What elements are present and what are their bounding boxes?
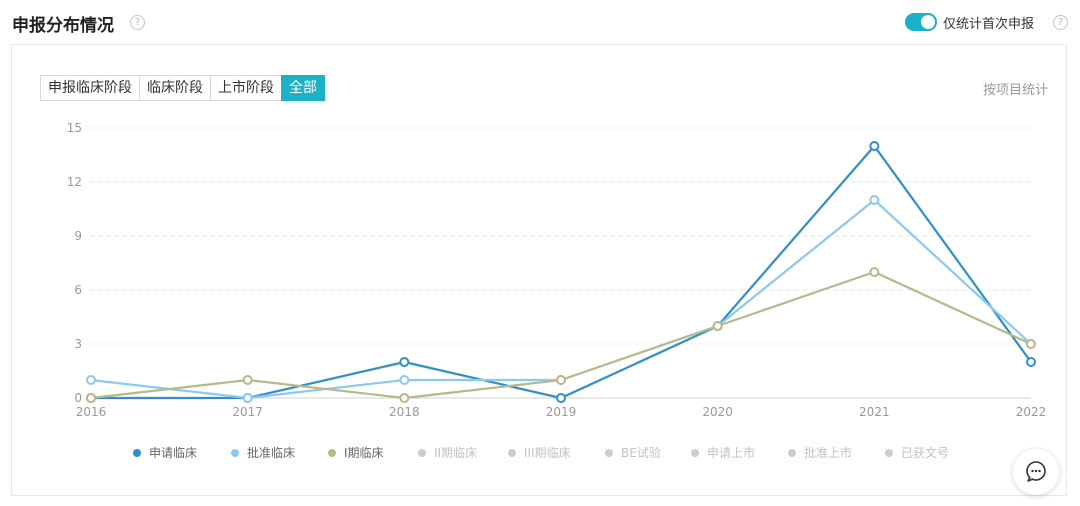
tab-all[interactable]: 全部 <box>281 75 325 101</box>
legend-marker <box>328 449 336 457</box>
legend-item: 批准上市 <box>804 445 852 460</box>
data-point <box>242 375 253 385</box>
stat-mode-label[interactable]: 按项目统计 <box>982 83 1048 98</box>
y-tick-label: 6 <box>74 283 82 297</box>
y-tick-label: 3 <box>74 337 82 351</box>
data-point <box>399 375 410 385</box>
legend-item: III期临床 <box>524 446 571 460</box>
toggle-label: 仅统计首次申报 <box>943 17 1035 32</box>
data-point <box>869 141 880 151</box>
x-tick-label: 2019 <box>546 405 577 419</box>
legend-marker <box>605 449 613 457</box>
y-tick-label: 12 <box>67 175 82 189</box>
series-line <box>91 144 1032 400</box>
chart-panel: 申报临床阶段 临床阶段 上市阶段 全部 按项目统计 <box>11 44 1067 496</box>
tab-clinical[interactable]: 临床阶段 <box>139 75 211 101</box>
legend-marker <box>691 449 699 457</box>
data-point <box>1026 357 1036 367</box>
x-tick-label: 2022 <box>1016 405 1047 419</box>
data-point <box>399 357 410 367</box>
stage-tabs: 申报临床阶段 临床阶段 上市阶段 全部 <box>40 75 325 101</box>
data-point <box>869 195 880 205</box>
legend-marker <box>133 449 141 457</box>
x-tick-label: 2018 <box>389 405 420 419</box>
chat-button[interactable] <box>1013 449 1059 495</box>
data-point <box>399 393 410 403</box>
toggle-knob <box>921 15 935 29</box>
legend-marker <box>885 449 893 457</box>
legend-item: 申请临床 <box>149 446 197 460</box>
legend-item: I期临床 <box>344 446 384 460</box>
y-tick-label: 0 <box>74 391 82 405</box>
help-icon[interactable]: ? <box>130 15 145 30</box>
legend-item: 批准临床 <box>247 445 295 460</box>
data-point <box>86 393 96 403</box>
data-point <box>556 375 566 385</box>
x-tick-label: 2020 <box>702 405 733 419</box>
data-point <box>712 321 723 331</box>
data-point <box>869 267 880 277</box>
toggle-help-icon[interactable]: ? <box>1053 15 1068 30</box>
legend-marker <box>788 449 796 457</box>
tab-declare-clinical[interactable]: 申报临床阶段 <box>40 75 140 101</box>
y-tick-label: 15 <box>67 121 82 135</box>
series-line <box>90 198 1032 400</box>
legend-item: II期临床 <box>434 446 477 460</box>
data-point <box>1026 339 1036 349</box>
section-header: 申报分布情况 ? 仅统计首次申报 ? <box>0 0 1080 44</box>
section-title: 申报分布情况 <box>12 16 114 36</box>
x-tick-label: 2016 <box>76 405 107 419</box>
legend-item: BE试验 <box>621 445 661 460</box>
first-declaration-toggle[interactable] <box>905 13 937 31</box>
legend-marker <box>231 449 239 457</box>
x-tick-label: 2017 <box>232 405 263 419</box>
chat-bubble-icon <box>1026 461 1046 482</box>
legend-marker <box>508 449 516 457</box>
data-point <box>242 393 253 403</box>
legend-item: 已获文号 <box>901 445 949 460</box>
legend-item: 申请上市 <box>707 445 755 460</box>
x-tick-label: 2021 <box>859 405 890 419</box>
tab-market[interactable]: 上市阶段 <box>210 75 282 101</box>
y-tick-label: 9 <box>74 229 82 243</box>
legend-marker <box>418 449 426 457</box>
data-point <box>86 375 96 385</box>
data-point <box>556 393 566 403</box>
